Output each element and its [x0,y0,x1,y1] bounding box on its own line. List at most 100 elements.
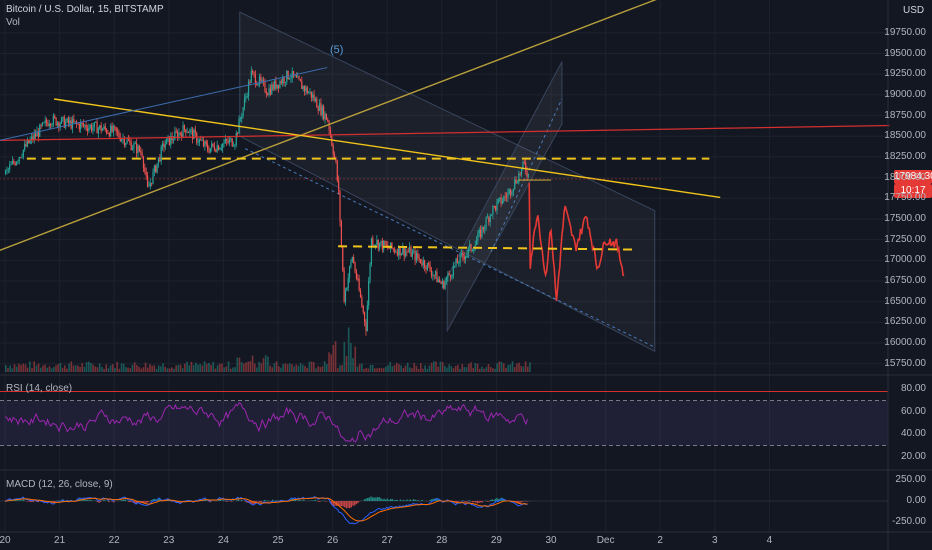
volume-bar [293,366,295,372]
time-tick-label: 30 [545,535,557,546]
volume-bar [391,366,394,372]
descending-channel [239,11,656,353]
volume-bar [109,365,112,372]
candle-body [448,273,450,275]
volume-bar [247,361,250,372]
volume-bar [465,367,468,372]
candle-body [272,84,274,90]
macd-histogram-bar [44,501,46,503]
candle-body [511,192,513,195]
volume-bar [317,366,319,372]
candle-body [56,122,59,126]
currency-label[interactable]: USD [900,5,928,17]
price-tick-label: 15750.00 [884,357,926,369]
candle-body [516,182,519,184]
candle-body [223,142,225,144]
macd-histogram-bar [124,499,126,501]
candle-body [262,80,265,82]
candle-body [379,242,381,249]
candle-body [22,149,24,157]
candle-body [324,113,326,120]
volume-bar [483,368,485,372]
volume-bar [496,363,498,372]
candle-body [125,143,127,146]
candle-body [361,297,363,307]
candle-body [343,270,345,302]
volume-bar [197,364,199,372]
candle-body [47,123,49,126]
candle-body [325,113,327,120]
volume-bar [162,363,164,372]
volume-bar [136,365,138,372]
candle-body [454,265,456,267]
candle-body [496,201,498,211]
macd-histogram-bar [525,501,528,502]
candle-body [166,138,168,145]
candle-body [490,214,493,216]
volume-bar [487,364,490,372]
volume-bar [387,365,389,372]
candle-body [419,258,422,263]
candle-body [227,141,229,143]
volume-bar [507,364,509,372]
volume-bar [243,363,245,372]
candle-body [101,129,104,132]
candle-body [514,179,516,189]
candle-body [350,261,352,267]
volume-bar [518,362,520,372]
time-tick-label: 22 [108,535,120,546]
candle-body [368,280,370,306]
macd-histogram-bar [411,500,413,501]
macd-histogram-bar [493,499,495,501]
volume-bar [190,361,193,372]
macd-histogram-bar [237,499,239,501]
candle-body [342,245,344,271]
volume-bar [470,362,472,372]
candle-body [526,171,528,177]
candle-body [230,138,232,140]
macd-histogram-bar [403,499,405,501]
macd-histogram-bar [394,499,397,501]
candle-body [145,171,147,176]
volume-bar [236,357,239,372]
macd-histogram-bar [147,501,149,503]
candle-body [284,82,287,83]
candle-body [439,279,441,282]
candle-body [160,146,162,162]
volume-bar [118,368,121,372]
volume-bar [94,366,97,372]
candle-body [74,121,76,123]
candle-body [444,281,446,289]
volume-bar [42,365,44,372]
volume-bar [409,367,411,372]
macd-histogram-bar [152,499,154,501]
candle-body [107,133,109,134]
volume-bar [478,368,481,372]
candle-body [359,290,362,298]
candle-body [293,71,295,76]
macd-tick-label: 250.00 [895,474,926,486]
volume-bar [371,364,374,372]
candle-body [396,251,398,256]
candle-body [126,139,128,144]
price-series [5,66,529,336]
candle-body [104,126,106,130]
price-tick-label: 18750.00 [884,109,926,121]
macd-histogram-bar [158,497,161,501]
candle-body [452,266,454,277]
projection-line [528,182,625,302]
volume-bar [526,366,529,372]
candle-body [425,267,427,270]
candle-body [73,119,75,123]
macd-tick-label: 0.00 [906,495,926,506]
candle-body [313,94,315,101]
volume-bar [205,363,208,372]
candle-body [478,229,480,234]
candle-body [475,240,478,246]
macd-histogram-bar [334,501,336,507]
candle-body [385,244,388,246]
candle-body [179,132,181,134]
candle-body [280,81,282,84]
